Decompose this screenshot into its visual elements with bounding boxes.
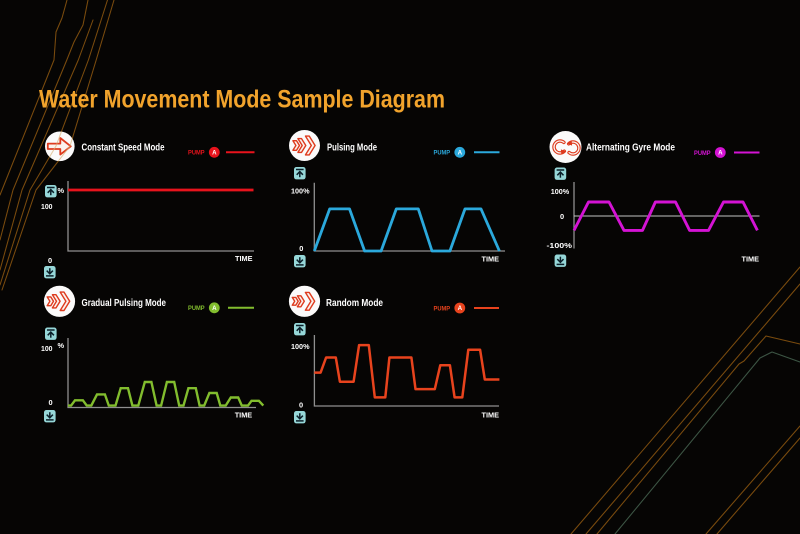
svg-text:A: A (212, 150, 217, 157)
svg-text:Random Mode: Random Mode (326, 298, 384, 309)
svg-text:100%: 100% (551, 187, 570, 196)
svg-text:PUMP: PUMP (694, 150, 711, 157)
svg-text:TIME: TIME (482, 411, 500, 420)
svg-text:0: 0 (560, 212, 564, 221)
svg-text:%: % (58, 341, 65, 350)
svg-text:100: 100 (41, 202, 53, 211)
svg-text:PUMP: PUMP (188, 305, 205, 312)
svg-text:A: A (458, 305, 463, 312)
svg-text:100%: 100% (291, 186, 310, 195)
svg-text:-100%: -100% (547, 241, 573, 250)
svg-text:0: 0 (48, 398, 52, 407)
svg-text:0: 0 (48, 256, 52, 265)
svg-text:TIME: TIME (482, 255, 500, 264)
svg-text:Gradual Pulsing Mode: Gradual Pulsing Mode (82, 298, 167, 309)
svg-text:0: 0 (299, 244, 303, 253)
svg-text:A: A (458, 150, 463, 157)
svg-text:PUMP: PUMP (434, 305, 451, 312)
svg-text:A: A (212, 305, 217, 312)
svg-text:%: % (58, 186, 65, 195)
svg-text:A: A (718, 150, 723, 157)
svg-text:Pulsing Mode: Pulsing Mode (327, 142, 377, 153)
svg-text:100%: 100% (291, 342, 310, 351)
svg-text:PUMP: PUMP (434, 150, 451, 157)
svg-text:TIME: TIME (235, 254, 253, 263)
svg-text:Constant Speed Mode: Constant Speed Mode (82, 142, 165, 153)
svg-text:100: 100 (41, 344, 53, 353)
svg-text:PUMP: PUMP (188, 150, 205, 157)
svg-text:Alternating Gyre Mode: Alternating Gyre Mode (586, 142, 676, 153)
svg-text:TIME: TIME (742, 255, 760, 264)
svg-text:0: 0 (299, 401, 303, 410)
svg-text:Water Movement Mode Sample Dia: Water Movement Mode Sample Diagram (39, 86, 445, 114)
svg-text:TIME: TIME (235, 411, 253, 420)
